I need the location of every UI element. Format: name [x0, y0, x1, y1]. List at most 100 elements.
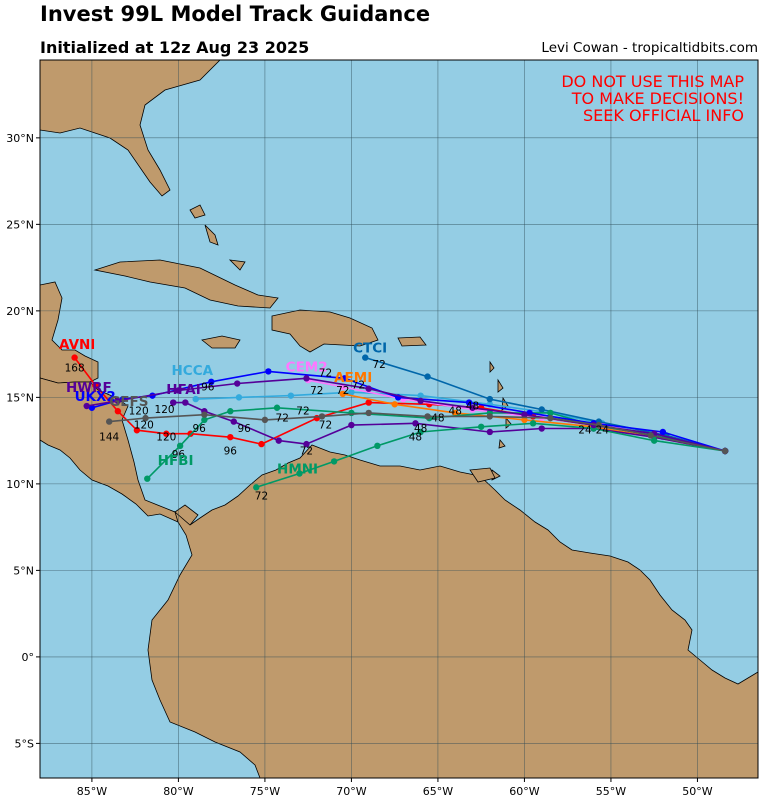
- track-point-hfai: [348, 421, 355, 429]
- track-point-hmni: [529, 420, 537, 427]
- track-point-avni: [227, 433, 234, 441]
- axis-labels: 85°W 80°W 75°W 70°W 65°W 60°W 55°W 50°W 30°N 25°N…: [6, 132, 712, 798]
- track-point-avni: [365, 399, 372, 406]
- land-south-america: [147, 444, 758, 778]
- model-label-ukx2: UKX2: [75, 389, 116, 405]
- track-point-gefs: [142, 414, 149, 422]
- tau-label-hfai: 96: [237, 423, 251, 435]
- track-point-hcca: [235, 394, 243, 401]
- track-point-hmni: [253, 484, 260, 491]
- track-point-hmni: [477, 423, 485, 430]
- lon-tick-label: 60°W: [509, 785, 539, 798]
- track-point-hwrf: [303, 375, 310, 382]
- tau-label-hwrf: 120: [129, 406, 149, 418]
- track-point-gefs: [595, 421, 603, 429]
- track-point-hfai: [170, 399, 177, 406]
- track-point-hfai: [412, 420, 419, 427]
- lon-tick-label: 75°W: [250, 785, 280, 798]
- land-trinidad: [469, 467, 496, 483]
- tau-label-avni: 48: [466, 400, 479, 412]
- lon-tick-label: 80°W: [163, 785, 193, 798]
- model-label-aemi: AEMI: [334, 370, 372, 386]
- landmasses: [40, 60, 758, 778]
- track-point-ukx2: [659, 428, 667, 436]
- track-point-hfbi: [273, 404, 281, 411]
- track-point-gefs: [261, 416, 269, 424]
- track-point-gefs: [647, 432, 654, 439]
- tau-label-avni: 72: [319, 420, 332, 432]
- track-point-ukx2: [265, 368, 272, 375]
- track-line-hmni: [256, 422, 726, 489]
- track-point-hcca: [348, 388, 355, 396]
- warning-line-1: DO NOT USE THIS MAP: [561, 72, 744, 91]
- lat-tick-label: 5°N: [13, 564, 34, 577]
- model-label-cem2: CEM2: [286, 359, 328, 375]
- land-puerto-rico: [397, 336, 427, 347]
- track-point-hmni: [374, 442, 381, 450]
- model-label-avni: AVNI: [59, 337, 95, 353]
- track-point-aemi: [452, 409, 459, 417]
- lon-tick-label: 70°W: [336, 785, 366, 798]
- lon-tick-label: 65°W: [423, 785, 453, 798]
- land-bahamas: [189, 204, 246, 271]
- track-point-hwrf: [417, 397, 424, 405]
- track-point-gefs: [106, 418, 113, 425]
- track-point-hfai: [230, 418, 237, 425]
- track-point-hwrf: [521, 411, 528, 418]
- tau-label-cem2: 72: [352, 380, 365, 392]
- land-florida: [40, 60, 221, 197]
- track-point-ctci: [486, 395, 494, 403]
- track-point-hmni: [330, 458, 338, 465]
- lat-tick-label: 15°N: [6, 391, 34, 404]
- track-point-ctci: [362, 354, 369, 361]
- track-point-hfai: [538, 425, 545, 432]
- track-point-ukx2: [341, 375, 348, 382]
- graticule: [40, 60, 758, 778]
- warning-box: DO NOT USE THIS MAP TO MAKE DECISIONS! S…: [561, 72, 744, 125]
- tau-label-hfai: 72: [300, 445, 313, 457]
- tau-label-hmni: 48: [409, 432, 422, 444]
- track-point-hfbi: [227, 408, 234, 415]
- lon-tick-label: 50°W: [682, 785, 712, 798]
- lon-tick-label: 55°W: [596, 785, 626, 798]
- tau-label-avni: 168: [65, 362, 85, 374]
- track-point-hwrf: [469, 404, 476, 411]
- lon-tick-label: 85°W: [77, 785, 107, 798]
- tau-label-hmni: 72: [255, 490, 268, 502]
- track-point-hcca: [192, 395, 199, 403]
- model-label-hfai: HFAI: [166, 382, 200, 398]
- tau-label-gefs: 48: [431, 413, 444, 425]
- lat-tick-label: 10°N: [6, 478, 34, 491]
- track-point-gefs: [547, 414, 554, 422]
- track-point-avni: [258, 440, 265, 448]
- track-point-hwrf: [175, 387, 182, 394]
- tau-label-avni: 120: [156, 432, 176, 444]
- tau-label-ukx2: 72: [319, 368, 332, 380]
- track-point-ukx2: [465, 399, 473, 406]
- map-frame: [39, 59, 759, 779]
- tau-label-hfbi: 72: [296, 406, 309, 418]
- track-point-gefs: [318, 413, 326, 420]
- track-point-hfbi: [176, 442, 184, 450]
- track-point-hfbi: [348, 409, 355, 417]
- track-point-hmni: [417, 428, 424, 436]
- track-point-aemi: [521, 416, 528, 424]
- tau-label-gefs: 72: [276, 413, 289, 425]
- track-line-gefs: [109, 412, 726, 452]
- track-point-avni: [114, 408, 122, 415]
- model-labels: 24487296120168AVNI2472HCCA4872CEM272AEMI…: [59, 337, 609, 503]
- tau-label-hwrf: 96: [201, 381, 215, 393]
- model-label-ctci: CTCI: [353, 340, 387, 356]
- track-point-ctci: [424, 373, 431, 380]
- tau-label-gefs: 120: [134, 420, 154, 432]
- track-point-hmni: [650, 437, 658, 444]
- model-tracks: [71, 354, 729, 491]
- tau-label-aemi: 72: [336, 385, 349, 397]
- credit: Levi Cowan - tropicaltidbits.com: [541, 40, 758, 56]
- model-label-hfbi: HFBI: [158, 453, 194, 469]
- track-point-hfbi: [144, 475, 151, 482]
- track-point-hfai: [303, 440, 310, 448]
- warning-line-3: SEEK OFFICIAL INFO: [583, 106, 744, 125]
- tau-label-hfai: 120: [155, 404, 175, 416]
